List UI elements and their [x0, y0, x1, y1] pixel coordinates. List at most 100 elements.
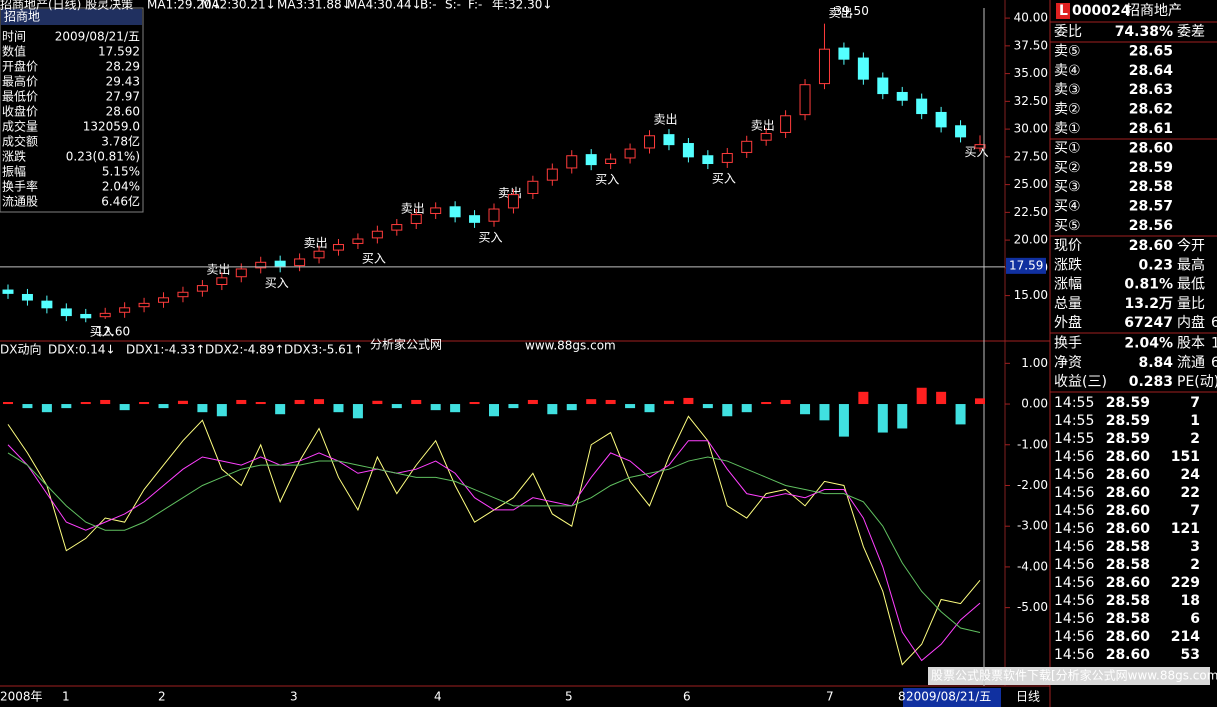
ddx-bar: [644, 404, 655, 413]
info-label: 开盘价: [2, 59, 38, 74]
date-box-label: 2009/08/21/五: [906, 690, 991, 704]
candle-body: [449, 206, 461, 218]
stock-code: 000024: [1072, 3, 1131, 19]
row-value: 0.283: [1129, 374, 1173, 390]
candle-body: [99, 312, 111, 318]
row-value: 28.64: [1129, 63, 1174, 79]
trade-time: 14:56: [1054, 467, 1094, 483]
ddx-bar: [916, 387, 927, 405]
row-value: 28.58: [1129, 179, 1173, 195]
signal-label: 买入: [265, 276, 289, 290]
candle-body: [799, 84, 811, 116]
trade-price: 28.60: [1106, 485, 1151, 501]
trade-time: 14:56: [1054, 485, 1094, 501]
y-tick-label: 35.00: [1014, 66, 1048, 80]
candle-body: [682, 143, 694, 158]
ddx-bar: [663, 400, 674, 405]
trade-price: 28.58: [1106, 539, 1150, 555]
ddx-bar: [158, 404, 169, 409]
candle-body: [721, 153, 733, 163]
ddx-bar: [255, 402, 266, 405]
candle-body: [507, 194, 519, 209]
ddx-bar: [139, 402, 150, 405]
candle-body: [410, 214, 422, 224]
banner: 股票公式股票软件下载[分析家公式网www.88gs.com]: [931, 668, 1217, 683]
ddx-bar: [741, 404, 752, 413]
header-item: MA1:29.20↓: [147, 0, 222, 12]
trade-volume: 6: [1190, 611, 1200, 627]
ddx-bar: [3, 402, 13, 405]
y-tick-label: -3.00: [1017, 519, 1048, 533]
candle-body: [760, 133, 772, 141]
candle-body: [255, 261, 267, 269]
legend-item: DDX2:-4.89↑: [205, 343, 284, 357]
candle-body: [119, 307, 131, 313]
ddx-bar: [547, 404, 558, 415]
trade-price: 28.59: [1106, 413, 1150, 429]
trade-volume: 151: [1171, 449, 1200, 465]
badge-bg: [1056, 3, 1070, 19]
ddx-bar: [22, 404, 33, 409]
candle-body: [838, 47, 850, 60]
y-tick-label: 30.00: [1014, 122, 1048, 136]
ddx-bar: [702, 404, 713, 409]
info-header: 招商地: [4, 9, 40, 24]
ddx-bar: [780, 399, 791, 405]
trade-time: 14:56: [1054, 629, 1094, 645]
candle-body: [21, 293, 33, 301]
y-tick-label: -5.00: [1017, 600, 1048, 614]
trade-time: 14:55: [1054, 431, 1094, 447]
candle-body: [624, 148, 636, 159]
watermark-url: www.88gs.com: [525, 339, 616, 353]
ddx-bar: [275, 404, 286, 415]
candle-body: [430, 207, 442, 214]
trade-time: 14:56: [1054, 575, 1094, 591]
x-tick-label: 7: [826, 690, 834, 704]
row-value: 74.38%: [1115, 24, 1173, 40]
watermark-name: 分析家公式网: [370, 337, 442, 352]
signal-label: 买入: [712, 172, 736, 186]
row-value: 0.23: [1138, 257, 1173, 273]
trade-volume: 1: [1190, 413, 1200, 429]
ddx-bar: [333, 404, 344, 413]
info-value: 27.97: [106, 90, 140, 104]
legend-item: DDX1:-4.33↑: [126, 343, 205, 357]
row-value: 67247: [1124, 315, 1173, 331]
y-tick-label: 40.00: [1014, 11, 1048, 25]
row-label: 卖①: [1054, 121, 1081, 137]
row-label-2: 委差: [1177, 24, 1205, 40]
row-label: 涨幅: [1054, 277, 1082, 293]
legend-item: DDX:0.14↓: [48, 343, 116, 357]
ddx-bar: [119, 404, 130, 411]
candle-body: [780, 115, 792, 133]
trade-price: 28.59: [1106, 395, 1150, 411]
info-label: 振幅: [2, 164, 26, 179]
candle-body: [216, 277, 228, 285]
ddx-bar: [936, 391, 947, 405]
trade-price: 28.60: [1106, 503, 1151, 519]
banner-bg: [928, 667, 1210, 685]
info-label: 成交量: [2, 119, 38, 134]
y-tick-label: -4.00: [1017, 559, 1048, 573]
candle-body: [741, 140, 753, 153]
signal-label: 卖出: [206, 263, 230, 277]
candle-body: [896, 91, 908, 101]
period-label: 日线: [1016, 690, 1040, 704]
row-label: 卖④: [1054, 63, 1081, 79]
row-label-2: 流通: [1177, 355, 1205, 371]
info-value: 5.15%: [102, 165, 140, 179]
header-item: MA2:30.21↓: [201, 0, 276, 12]
trade-volume: 3: [1190, 539, 1200, 555]
candle-body: [935, 111, 947, 128]
ddx-bar: [314, 399, 325, 405]
ddx-bar: [61, 404, 72, 409]
ddx-bar: [975, 398, 985, 405]
ddx-bar: [897, 404, 908, 429]
info-label: 流通股: [2, 195, 38, 209]
ddx-bar: [800, 404, 811, 415]
header-item: F:-: [468, 0, 482, 12]
info-value: 17.592: [98, 45, 140, 59]
trade-time: 14:56: [1054, 647, 1094, 663]
